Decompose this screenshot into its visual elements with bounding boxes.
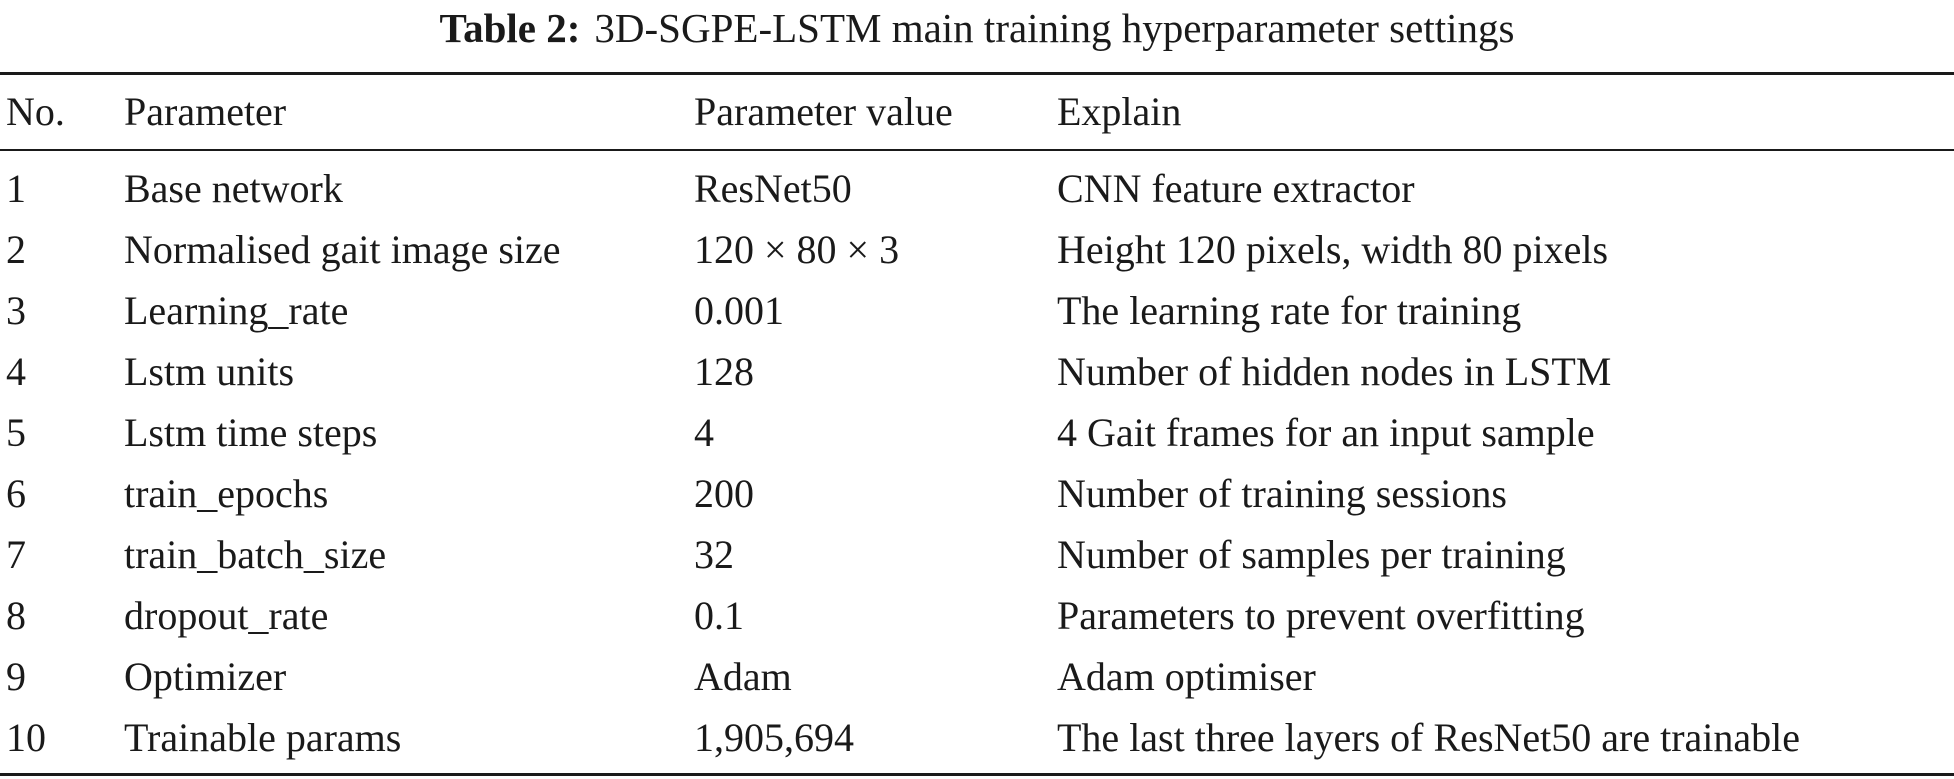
header-parameter: Parameter (124, 89, 287, 134)
row-value: 200 (694, 471, 754, 516)
row-explain: CNN feature extractor (1057, 166, 1415, 211)
row-parameter: Lstm units (124, 349, 295, 394)
row-explain: The learning rate for training (1057, 288, 1522, 333)
table-header-row: No. Parameter Parameter value Explain (0, 83, 1954, 141)
row-explain: 4 Gait frames for an input sample (1057, 410, 1595, 455)
row-explain: Number of samples per training (1057, 532, 1566, 577)
row-parameter: Normalised gait image size (124, 227, 561, 272)
row-no: 4 (6, 349, 26, 394)
header-explain: Explain (1057, 89, 1182, 134)
row-parameter: train_batch_size (124, 532, 387, 577)
row-parameter: Trainable params (124, 715, 402, 760)
row-explain: Number of hidden nodes in LSTM (1057, 349, 1612, 394)
table-row: 5 Lstm time steps 4 4 Gait frames for an… (0, 404, 1954, 462)
row-explain: Height 120 pixels, width 80 pixels (1057, 227, 1609, 272)
row-value: 0.1 (694, 593, 744, 638)
table-row: 7 train_batch_size 32 Number of samples … (0, 526, 1954, 584)
row-parameter: Base network (124, 166, 343, 211)
top-rule (0, 72, 1954, 75)
row-explain: The last three layers of ResNet50 are tr… (1057, 715, 1801, 760)
row-value: 32 (694, 532, 734, 577)
table-caption: Table 2: 3D-SGPE-LSTM main training hype… (0, 0, 1954, 56)
row-no: 9 (6, 654, 26, 699)
table-row: 2 Normalised gait image size 120 × 80 × … (0, 221, 1954, 279)
row-no: 8 (6, 593, 26, 638)
table-row: 9 Optimizer Adam Adam optimiser (0, 648, 1954, 706)
row-no: 1 (6, 166, 26, 211)
header-parameter-value: Parameter value (694, 89, 953, 134)
row-value: ResNet50 (694, 166, 852, 211)
row-explain: Parameters to prevent overfitting (1057, 593, 1585, 638)
table-row: 6 train_epochs 200 Number of training se… (0, 465, 1954, 523)
row-no: 3 (6, 288, 26, 333)
row-parameter: Learning_rate (124, 288, 349, 333)
table-row: 3 Learning_rate 0.001 The learning rate … (0, 282, 1954, 340)
row-no: 10 (6, 715, 46, 760)
row-no: 2 (6, 227, 26, 272)
table-row: 4 Lstm units 128 Number of hidden nodes … (0, 343, 1954, 401)
row-value: 4 (694, 410, 714, 455)
header-rule (0, 149, 1954, 151)
header-no: No. (6, 89, 65, 134)
row-value: 120 × 80 × 3 (694, 227, 900, 272)
row-value: 0.001 (694, 288, 784, 333)
row-value: Adam (694, 654, 792, 699)
table-row: 8 dropout_rate 0.1 Parameters to prevent… (0, 587, 1954, 645)
table-row: 10 Trainable params 1,905,694 The last t… (0, 709, 1954, 767)
row-parameter: Lstm time steps (124, 410, 378, 455)
bottom-rule (0, 773, 1954, 776)
row-parameter: dropout_rate (124, 593, 329, 638)
row-explain: Adam optimiser (1057, 654, 1316, 699)
caption-text: 3D-SGPE-LSTM main training hyperparamete… (594, 5, 1515, 51)
row-no: 7 (6, 532, 26, 577)
row-no: 5 (6, 410, 26, 455)
row-explain: Number of training sessions (1057, 471, 1507, 516)
row-parameter: train_epochs (124, 471, 329, 516)
table-row: 1 Base network ResNet50 CNN feature extr… (0, 160, 1954, 218)
row-no: 6 (6, 471, 26, 516)
row-value: 128 (694, 349, 754, 394)
row-value: 1,905,694 (694, 715, 854, 760)
row-parameter: Optimizer (124, 654, 287, 699)
caption-label: Table 2: (439, 5, 581, 51)
